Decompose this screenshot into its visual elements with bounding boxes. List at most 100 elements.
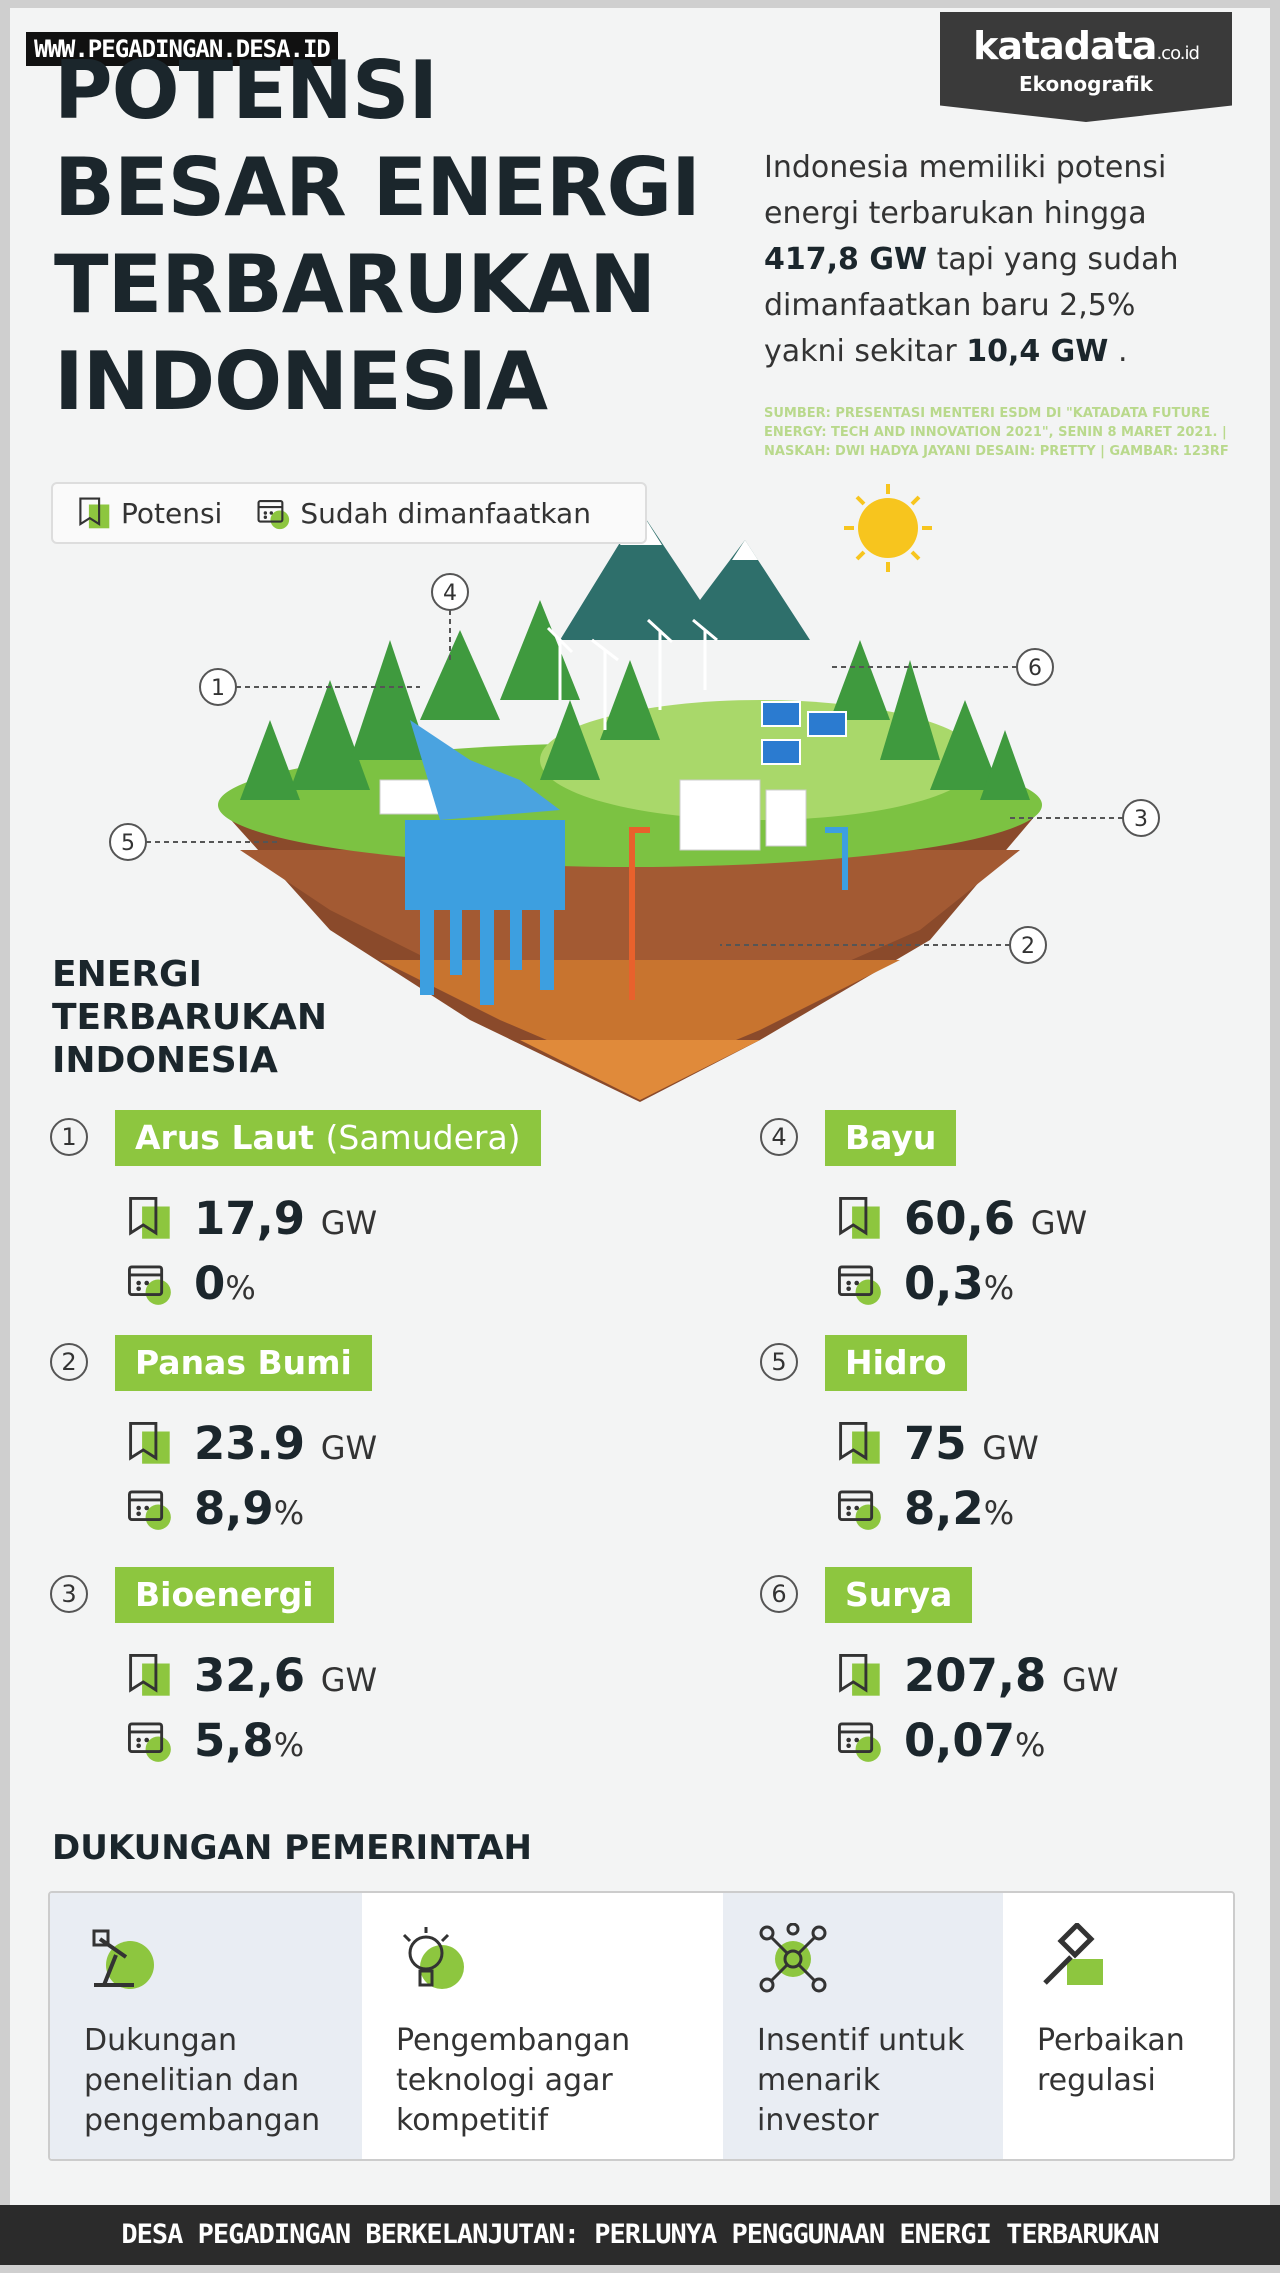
support-text: Pengembangan teknologi agar kompetitif [396,2023,631,2138]
brand-suffix: .co.id [1156,43,1199,64]
used-icon [838,1722,881,1762]
watermark: WWW.PEGADINGAN.DESA.ID [26,32,338,66]
item-used: 0,07% [904,1714,1045,1767]
support-column: Perbaikan regulasi [1003,1893,1233,2159]
item-used: 5,8% [194,1714,304,1767]
potential-icon [79,497,110,529]
title-line: POTENSI [54,44,438,137]
item-potential-value: 32,6 [194,1648,306,1702]
item-potential-unit: GW [320,1428,378,1467]
brand-name-row: katadata.co.id [940,24,1232,68]
title-line: TERBARUKAN [54,238,656,331]
item-used-row: 8,2% [836,1482,1015,1535]
item-potential-value: 75 [904,1416,967,1470]
used-icon [838,1265,881,1305]
intro-part: Indonesia memiliki potensi energi terbar… [764,150,1167,231]
item-used: 0% [194,1257,256,1310]
legend-entry: Potensi [77,496,222,530]
marker-number: 1 [211,676,225,701]
item-name: Hidro [845,1343,947,1382]
item-badge: Bayu [825,1110,957,1166]
item-used-unit: % [273,1493,305,1532]
item-name: Surya [845,1575,953,1614]
item-potential-row: 207,8 GW [836,1649,1118,1702]
item-used-value: 8,9 [194,1481,274,1535]
legend-entry: Sudah dimanfaatkan [256,496,591,530]
marker-circle [199,668,237,706]
potential-icon [839,1654,880,1696]
title: POTENSI BESAR ENERGI TERBARUKAN INDONESIA [54,42,701,430]
item-potential-row: 32,6 GW [126,1649,377,1702]
item-used: 0,3% [904,1257,1014,1310]
item-potential-value: 23.9 [194,1416,306,1470]
item-used-unit: % [983,1268,1015,1307]
item-used-value: 0 [194,1256,226,1310]
item-potential: 23.9 GW [194,1417,377,1470]
marker-number: 6 [1028,656,1042,681]
support-icon [92,1929,154,1989]
section-title-line: ENERGI [52,954,202,995]
item-used-unit: % [983,1493,1015,1532]
item-potential: 17,9 GW [194,1192,377,1245]
item-badge: Bioenergi [115,1567,334,1623]
section-title-line: TERBARUKAN [52,997,328,1038]
potential-icon [839,1197,880,1239]
caption-bar: DESA PEGADINGAN BERKELANJUTAN: PERLUNYA … [0,2205,1280,2265]
item-name: Panas Bumi [135,1343,352,1382]
item-potential-unit: GW [1062,1660,1119,1699]
intro-part: tapi yang sudah dimanfaatkan baru 2,5% y… [764,242,1179,369]
marker-number: 4 [443,581,457,606]
item-number: 3 [50,1575,88,1613]
potential-icon [129,1197,170,1239]
title-line: BESAR ENERGI [54,141,701,234]
used-icon [128,1722,171,1762]
item-potential: 207,8 GW [904,1649,1118,1702]
brand-logo: katadata.co.id Ekonografik [940,12,1232,122]
section-title-line: INDONESIA [52,1040,278,1081]
used-icon [257,500,290,530]
brand-section: Ekonografik [1019,72,1153,96]
support-column: Dukungan penelitian dan pengembangan [50,1893,362,2159]
title-line: INDONESIA [54,335,548,428]
item-used-row: 0% [126,1257,256,1310]
item-used-unit: % [225,1268,256,1307]
marker-circle [1122,799,1160,837]
section-title: ENERGI TERBARUKAN INDONESIA [52,953,327,1082]
item-used-row: 0,3% [836,1257,1014,1310]
markers: 1 2 3 4 5 6 [109,573,1160,964]
item-potential-value: 17,9 [194,1191,306,1245]
support-text: Dukungan penelitian dan pengembangan [84,2023,321,2138]
item-potential: 32,6 GW [194,1649,377,1702]
item-used: 8,9% [194,1482,304,1535]
intro-part: . [1117,334,1128,369]
item-potential-unit: GW [320,1203,378,1242]
item-potential-value: 207,8 [904,1648,1047,1702]
item-badge: Surya [825,1567,973,1623]
source: SUMBER: PRESENTASI MENTERI ESDM DI "KATA… [764,406,1229,459]
item-badge: Arus Laut (Samudera) [115,1110,541,1166]
support-icon [1043,1923,1103,1985]
marker-number: 3 [1134,807,1148,832]
marker-circle [1009,926,1047,964]
item-name-extra: (Samudera) [325,1118,521,1157]
legend-label: Potensi [121,496,223,530]
item-used-row: 8,9% [126,1482,304,1535]
item-used-row: 5,8% [126,1714,304,1767]
item-number: 6 [760,1575,798,1613]
item-name: Bioenergi [135,1575,314,1614]
item-name: Bayu [845,1118,937,1157]
legend-label: Sudah dimanfaatkan [300,496,591,530]
item-used-value: 5,8 [194,1713,274,1767]
item-potential-value: 60,6 [904,1191,1016,1245]
item-number: 1 [50,1118,88,1156]
support-icon [759,1923,827,1993]
item-number: 5 [760,1343,798,1381]
caption: DESA PEGADINGAN BERKELANJUTAN: PERLUNYA … [121,2219,1159,2250]
intro-part: 417,8 GW [764,242,928,277]
item-potential-unit: GW [1030,1203,1088,1242]
sun [844,484,932,572]
infographic: 1 2 3 4 5 6 WWW.PEGADINGAN.DESA.ID katadata.co… [10,8,1270,2263]
item-potential-row: 23.9 GW [126,1417,377,1470]
item-number: 4 [760,1118,798,1156]
